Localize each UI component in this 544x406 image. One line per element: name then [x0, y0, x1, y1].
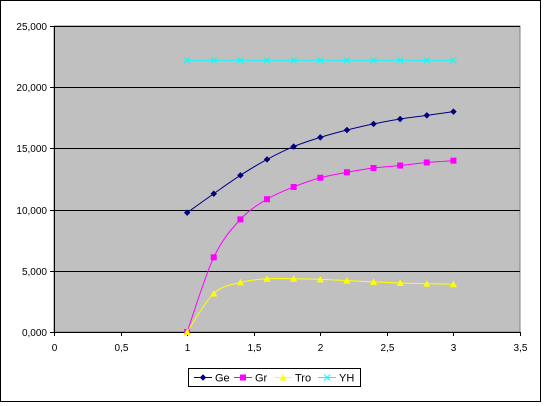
point-tro-7 — [370, 278, 378, 285]
series-yh — [183, 56, 457, 64]
legend-item-gr: Gr — [234, 373, 268, 385]
point-gr-2 — [237, 216, 244, 223]
x-tick-label-5: 2,5 — [381, 343, 395, 354]
point-yh-5 — [316, 56, 324, 64]
point-yh-4-stroke-b — [290, 56, 298, 64]
legend-label-gr: Gr — [255, 373, 268, 385]
point-yh-3-stroke-b — [263, 56, 271, 64]
point-gr-7 — [370, 164, 377, 171]
series-tro — [183, 275, 457, 335]
point-gr-3 — [264, 196, 271, 203]
point-tro-5 — [316, 275, 324, 283]
point-yh-5-stroke-b — [316, 56, 324, 64]
point-yh-7 — [370, 56, 377, 64]
point-ge-9 — [423, 111, 431, 119]
point-tro-6 — [343, 277, 351, 284]
point-gr-6 — [343, 169, 350, 176]
y-tick-label-4: 20,000 — [16, 83, 47, 94]
legend-label-ge: Ge — [215, 373, 230, 385]
point-yh-8 — [396, 56, 404, 64]
point-yh-2-stroke-b — [237, 56, 244, 64]
point-yh-3 — [263, 56, 271, 64]
point-yh-4 — [290, 56, 298, 64]
point-yh-9 — [423, 56, 431, 64]
point-yh-6 — [343, 56, 351, 64]
point-tro-3 — [263, 275, 271, 282]
series-gr — [184, 157, 457, 335]
point-ge-3 — [263, 156, 271, 163]
point-ge-6 — [343, 126, 351, 134]
legend-marker-gr — [240, 374, 246, 381]
legend: Ge Gr Tro YH — [188, 368, 361, 387]
legend-item-yh: YH — [318, 373, 354, 385]
y-tick-label-3: 15,000 — [16, 144, 47, 155]
x-tick-label-6: 3 — [451, 343, 457, 354]
point-ge-7 — [370, 120, 377, 128]
point-tro-1 — [210, 289, 218, 297]
legend-item-ge: Ge — [194, 373, 230, 385]
series-ge — [183, 108, 457, 217]
point-yh-6-stroke-b — [343, 56, 351, 64]
x-tick-label-3: 1,5 — [248, 343, 262, 354]
point-yh-1-stroke-b — [210, 56, 218, 64]
axes: 0,000 5,000 10,000 15,000 20,000 25,000 0 0,5 1 1… — [16, 22, 527, 354]
point-yh-7-stroke-b — [370, 56, 377, 64]
x-tick-label-7: 3,5 — [514, 343, 528, 354]
legend-marker-ge — [199, 374, 207, 381]
point-yh-0 — [183, 56, 191, 64]
point-yh-2 — [237, 56, 244, 64]
y-tick-label-1: 5,000 — [22, 267, 47, 278]
point-gr-1 — [210, 254, 217, 261]
point-tro-4 — [290, 275, 298, 282]
point-ge-1 — [210, 190, 218, 198]
legend-marker-tro — [279, 374, 287, 381]
point-gr-9 — [423, 159, 430, 166]
point-tro-8 — [396, 279, 404, 287]
point-gr-4 — [290, 183, 297, 190]
point-ge-4 — [290, 143, 298, 150]
y-tick-label-5: 25,000 — [16, 22, 47, 33]
point-yh-0-stroke-b — [183, 56, 191, 64]
series-layer — [183, 56, 457, 335]
point-yh-8-stroke-b — [396, 56, 404, 64]
point-gr-10 — [450, 157, 457, 164]
point-yh-10-stroke-b — [450, 56, 457, 64]
plot-background — [53, 25, 521, 333]
y-tick-label-2: 10,000 — [16, 206, 47, 217]
legend-marker-yh — [323, 374, 331, 381]
point-ge-2 — [237, 171, 244, 179]
point-tro-0 — [183, 328, 191, 335]
y-tick-label-0: 0,000 — [22, 328, 47, 339]
point-gr-5 — [317, 174, 324, 181]
point-yh-1 — [210, 56, 218, 64]
x-tick-label-1: 0,5 — [115, 343, 129, 354]
legend-label-yh: YH — [339, 373, 354, 385]
point-yh-10 — [450, 56, 457, 64]
x-tick-label-2: 1 — [185, 343, 191, 354]
point-yh-9-stroke-b — [423, 56, 431, 64]
legend-label-tro: Tro — [295, 373, 311, 385]
point-ge-5 — [316, 134, 324, 141]
x-tick-label-0: 0 — [52, 343, 58, 354]
point-tro-10 — [449, 280, 457, 288]
point-tro-2 — [236, 278, 244, 286]
legend-marker-yh-stroke-b — [323, 374, 331, 381]
point-ge-8 — [396, 115, 404, 123]
point-gr-8 — [397, 162, 404, 169]
legend-item-tro: Tro — [274, 373, 311, 385]
point-ge-0 — [183, 209, 191, 217]
point-ge-10 — [450, 108, 457, 116]
x-tick-label-4: 2 — [318, 343, 324, 354]
plot-area — [53, 25, 521, 333]
point-tro-9 — [423, 280, 431, 287]
